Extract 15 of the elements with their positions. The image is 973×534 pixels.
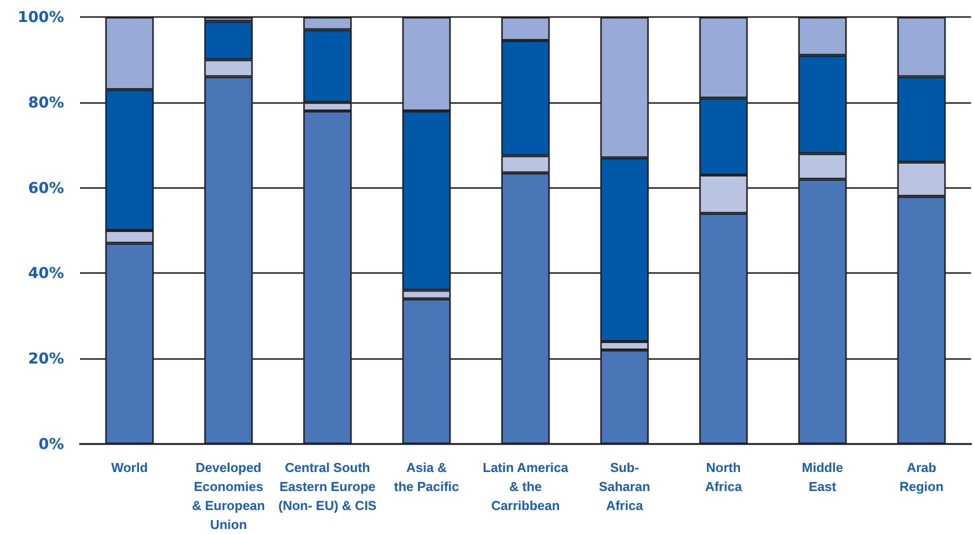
y-tick-label: 60% bbox=[28, 178, 64, 197]
y-tick-label: 0% bbox=[38, 435, 64, 453]
x-tick-label: Developed Economies & European Union bbox=[192, 460, 266, 532]
y-tick-label: 40% bbox=[28, 264, 64, 282]
x-tick-label: Central South Eastern Europe (Non- EU) & CIS bbox=[278, 460, 377, 513]
x-tick-label: North Africa bbox=[705, 460, 743, 494]
x-tick-label: Arab Region bbox=[899, 460, 944, 494]
y-tick-label: 80% bbox=[28, 93, 64, 112]
y-tick-label: 100% bbox=[18, 8, 64, 26]
x-tick-label: Middle East bbox=[802, 460, 844, 494]
x-tick-label: Latin America & the Carribbean bbox=[482, 460, 570, 513]
x-tick-label: World bbox=[111, 460, 148, 475]
y-tick-label: 20% bbox=[28, 350, 64, 368]
x-tick-label: Sub- Saharan Africa bbox=[598, 460, 650, 513]
x-tick-label: Asia & the Pacific bbox=[394, 460, 460, 494]
